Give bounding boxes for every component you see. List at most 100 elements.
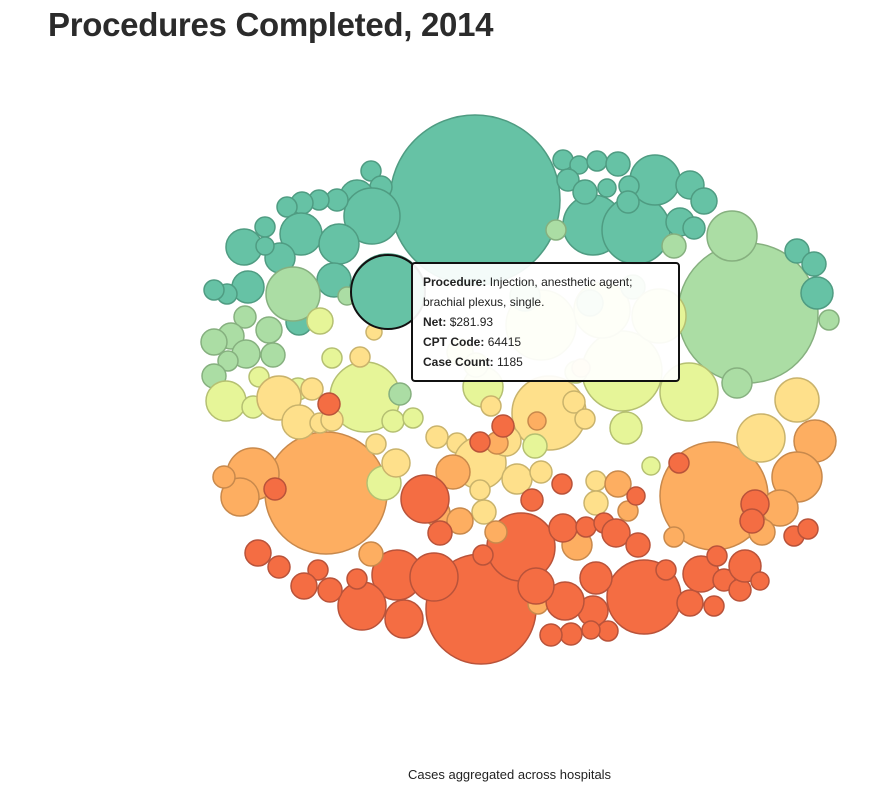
bubble[interactable]	[300, 377, 324, 401]
bubble[interactable]	[579, 561, 613, 595]
bubble[interactable]	[244, 539, 272, 567]
bubble[interactable]	[750, 571, 770, 591]
bubble[interactable]	[389, 114, 561, 286]
bubble[interactable]	[545, 219, 567, 241]
bubble[interactable]	[559, 622, 583, 646]
bubble[interactable]	[739, 508, 765, 534]
bubble[interactable]	[800, 276, 834, 310]
bubble[interactable]	[290, 572, 318, 600]
bubble[interactable]	[626, 486, 646, 506]
bubble[interactable]	[548, 513, 578, 543]
bubble[interactable]	[682, 216, 706, 240]
bubble[interactable]	[728, 549, 762, 583]
bubble[interactable]	[381, 409, 405, 433]
bubble[interactable]	[203, 279, 225, 301]
bubble[interactable]	[774, 377, 820, 423]
bubble[interactable]	[200, 328, 228, 356]
bubble[interactable]	[254, 216, 276, 238]
bubble[interactable]	[409, 552, 459, 602]
bubble[interactable]	[425, 425, 449, 449]
bubble[interactable]	[597, 620, 619, 642]
bubble[interactable]	[267, 555, 291, 579]
bubble[interactable]	[520, 488, 544, 512]
bubble[interactable]	[581, 620, 601, 640]
bubble[interactable]	[343, 187, 401, 245]
bubble[interactable]	[655, 559, 677, 581]
bubble[interactable]	[402, 407, 424, 429]
bubble[interactable]	[318, 223, 360, 265]
bubble[interactable]	[551, 473, 573, 495]
bubble[interactable]	[384, 599, 424, 639]
bubble[interactable]	[400, 474, 450, 524]
bubble[interactable]	[255, 316, 283, 344]
bubble[interactable]	[358, 541, 384, 567]
bubble[interactable]	[562, 390, 586, 414]
bubble[interactable]	[263, 477, 287, 501]
bubble[interactable]	[435, 454, 471, 490]
bubble[interactable]	[472, 544, 494, 566]
bubble[interactable]	[721, 367, 753, 399]
bubble[interactable]	[220, 477, 260, 517]
bubble[interactable]	[260, 342, 286, 368]
bubble[interactable]	[265, 266, 321, 322]
bubble[interactable]	[276, 196, 298, 218]
bubble[interactable]	[306, 307, 334, 335]
bubble[interactable]	[736, 413, 786, 463]
bubble[interactable]	[706, 210, 758, 262]
bubble[interactable]	[529, 460, 553, 484]
bubble[interactable]	[597, 178, 617, 198]
bubble[interactable]	[784, 238, 810, 264]
bubble[interactable]	[522, 433, 548, 459]
bubble[interactable]	[609, 411, 643, 445]
bubble[interactable]	[517, 567, 555, 605]
bubble[interactable]	[346, 568, 368, 590]
bubble[interactable]	[616, 190, 640, 214]
bubble[interactable]	[233, 305, 257, 329]
bubble-group[interactable]	[200, 114, 840, 665]
bubble[interactable]	[625, 532, 651, 558]
bubble[interactable]	[427, 520, 453, 546]
bubble[interactable]	[446, 507, 474, 535]
bubble[interactable]	[661, 233, 687, 259]
bubble[interactable]	[469, 479, 491, 501]
bubble[interactable]	[801, 251, 827, 277]
bubble[interactable]	[706, 545, 728, 567]
bubble[interactable]	[604, 470, 632, 498]
bubble[interactable]	[818, 309, 840, 331]
bubble[interactable]	[676, 589, 704, 617]
bubble[interactable]	[677, 242, 819, 384]
bubble[interactable]	[471, 499, 497, 525]
bubble[interactable]	[583, 490, 609, 516]
bubble[interactable]	[572, 179, 598, 205]
bubble[interactable]	[337, 581, 387, 631]
bubble[interactable]	[586, 150, 608, 172]
bubble[interactable]	[663, 526, 685, 548]
bubble[interactable]	[365, 433, 387, 455]
bubble[interactable]	[556, 168, 580, 192]
bubble[interactable]	[491, 414, 515, 438]
bubble[interactable]	[307, 559, 329, 581]
bubble[interactable]	[527, 411, 547, 431]
bubble[interactable]	[317, 577, 343, 603]
bubble[interactable]	[480, 395, 502, 417]
bubble[interactable]	[255, 236, 275, 256]
bubble[interactable]	[641, 456, 661, 476]
bubble[interactable]	[585, 470, 607, 492]
bubble[interactable]	[668, 452, 690, 474]
bubble[interactable]	[797, 518, 819, 540]
bubble[interactable]	[381, 448, 411, 478]
bubble[interactable]	[539, 623, 563, 647]
bubble[interactable]	[217, 350, 239, 372]
bubble[interactable]	[321, 347, 343, 369]
bubble[interactable]	[690, 187, 718, 215]
bubble[interactable]	[575, 516, 597, 538]
bubble[interactable]	[205, 380, 247, 422]
bubble[interactable]	[703, 595, 725, 617]
bubble[interactable]	[317, 392, 341, 416]
bubble[interactable]	[469, 431, 491, 453]
bubble[interactable]	[601, 518, 631, 548]
bubble[interactable]	[574, 408, 596, 430]
bubble[interactable]	[349, 346, 371, 368]
bubble[interactable]	[605, 151, 631, 177]
